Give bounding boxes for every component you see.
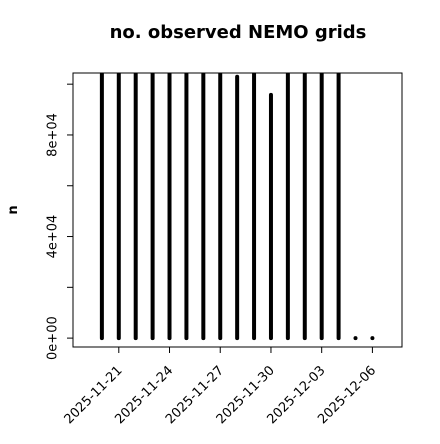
- y-tick-label: 4e+04: [46, 215, 61, 259]
- y-tick-label: 0e+00: [46, 316, 61, 360]
- y-tick-label: 8e+04: [46, 113, 61, 157]
- chart-title: no. observed NEMO grids: [110, 22, 367, 43]
- marks: [99, 73, 375, 341]
- plot-box: [72, 72, 403, 348]
- y-axis-label: n: [6, 205, 21, 214]
